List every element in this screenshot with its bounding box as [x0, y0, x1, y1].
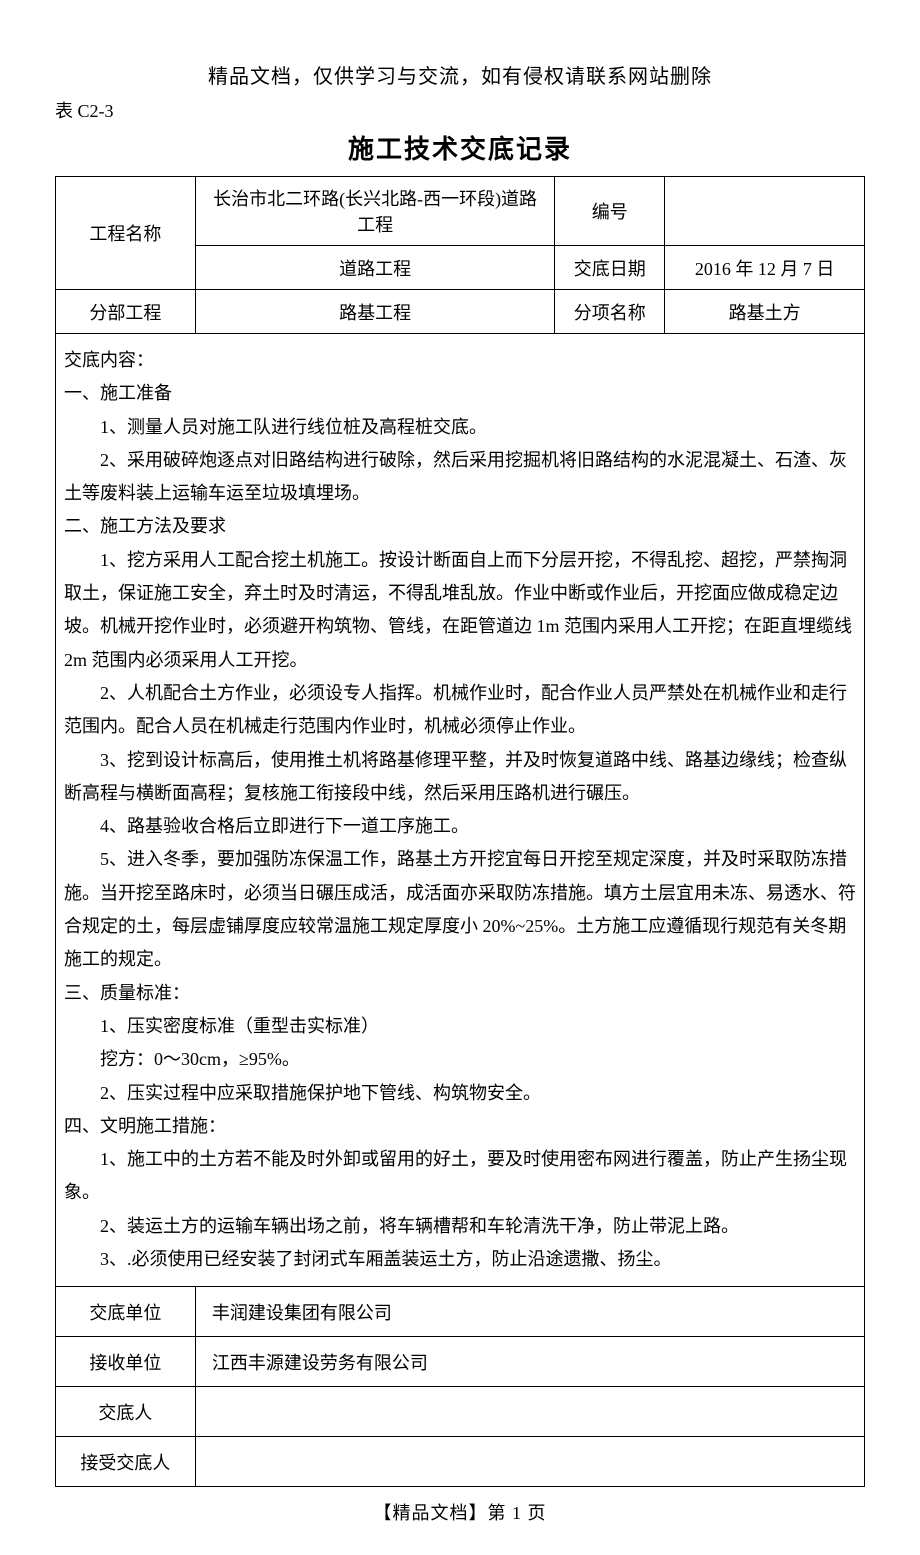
- s2-p1: 1、挖方采用人工配合挖土机施工。按设计断面自上而下分层开挖，不得乱挖、超挖，严禁…: [64, 544, 856, 677]
- s2-p2: 2、人机配合土方作业，必须设专人指挥。机械作业时，配合作业人员严禁处在机械作业和…: [64, 677, 856, 744]
- project-name-label: 工程名称: [56, 177, 196, 290]
- header-row-3: 分部工程 路基工程 分项名称 路基土方: [56, 290, 865, 334]
- s2-p4: 4、路基验收合格后立即进行下一道工序施工。: [64, 810, 856, 843]
- form-code: 表 C2-3: [55, 97, 865, 123]
- s1-p2: 2、采用破碎炮逐点对旧路结构进行破除，然后采用挖掘机将旧路结构的水泥混凝土、石渣…: [64, 444, 856, 511]
- footer-row-1: 交底单位 丰润建设集团有限公司: [56, 1287, 865, 1337]
- s4-p2: 2、装运土方的运输车辆出场之前，将车辆槽帮和车轮清洗干净，防止带泥上路。: [64, 1210, 856, 1243]
- s2-p5: 5、进入冬季，要加强防冻保温工作，路基土方开挖宜每日开挖至规定深度，并及时采取防…: [64, 843, 856, 976]
- document-title: 施工技术交底记录: [55, 129, 865, 166]
- number-value: [665, 177, 865, 246]
- division-value: 路基工程: [195, 290, 555, 334]
- footer-row-2: 接收单位 江西丰源建设劳务有限公司: [56, 1337, 865, 1387]
- sub-project: 道路工程: [195, 246, 555, 290]
- footer-row-3: 交底人: [56, 1387, 865, 1437]
- content-title: 交底内容：: [64, 344, 856, 377]
- s2-p3: 3、挖到设计标高后，使用推土机将路基修理平整，并及时恢复道路中线、路基边缘线；检…: [64, 744, 856, 811]
- receiver-value: [195, 1437, 864, 1487]
- project-name-value: 长治市北二环路(长兴北路-西一环段)道路工程: [195, 177, 555, 246]
- submitter-label: 交底人: [56, 1387, 196, 1437]
- header-notice: 精品文档，仅供学习与交流，如有侵权请联系网站删除: [55, 60, 865, 89]
- s3-p1b: 挖方：0～30cm，≥95%。: [64, 1043, 856, 1076]
- submitter-value: [195, 1387, 864, 1437]
- header-row-1: 工程名称 长治市北二环路(长兴北路-西一环段)道路工程 编号: [56, 177, 865, 246]
- s3-p2: 2、压实过程中应采取措施保护地下管线、构筑物安全。: [64, 1077, 856, 1110]
- submitting-unit-value: 丰润建设集团有限公司: [195, 1287, 864, 1337]
- section-2-title: 二、施工方法及要求: [64, 510, 856, 543]
- receiving-unit-label: 接收单位: [56, 1337, 196, 1387]
- s4-p1: 1、施工中的土方若不能及时外卸或留用的好土，要及时使用密布网进行覆盖，防止产生扬…: [64, 1143, 856, 1210]
- date-value: 2016 年 12 月 7 日: [665, 246, 865, 290]
- s4-p3: 3、.必须使用已经安装了封闭式车厢盖装运土方，防止沿途遗撒、扬尘。: [64, 1243, 856, 1276]
- receiving-unit-value: 江西丰源建设劳务有限公司: [195, 1337, 864, 1387]
- content-row: 交底内容： 一、施工准备 1、测量人员对施工队进行线位桩及高程桩交底。 2、采用…: [56, 334, 865, 1287]
- section-3-title: 三、质量标准：: [64, 977, 856, 1010]
- s3-p1: 1、压实密度标准（重型击实标准）: [64, 1010, 856, 1043]
- item-value: 路基土方: [665, 290, 865, 334]
- division-label: 分部工程: [56, 290, 196, 334]
- page-footer: 【精品文档】第 1 页: [55, 1499, 865, 1525]
- section-1-title: 一、施工准备: [64, 377, 856, 410]
- content-cell: 交底内容： 一、施工准备 1、测量人员对施工队进行线位桩及高程桩交底。 2、采用…: [56, 334, 865, 1287]
- item-label: 分项名称: [555, 290, 665, 334]
- receiver-label: 接受交底人: [56, 1437, 196, 1487]
- section-4-title: 四、文明施工措施：: [64, 1110, 856, 1143]
- submitting-unit-label: 交底单位: [56, 1287, 196, 1337]
- footer-row-4: 接受交底人: [56, 1437, 865, 1487]
- main-table: 工程名称 长治市北二环路(长兴北路-西一环段)道路工程 编号 道路工程 交底日期…: [55, 176, 865, 1487]
- number-label: 编号: [555, 177, 665, 246]
- s1-p1: 1、测量人员对施工队进行线位桩及高程桩交底。: [64, 411, 856, 444]
- date-label: 交底日期: [555, 246, 665, 290]
